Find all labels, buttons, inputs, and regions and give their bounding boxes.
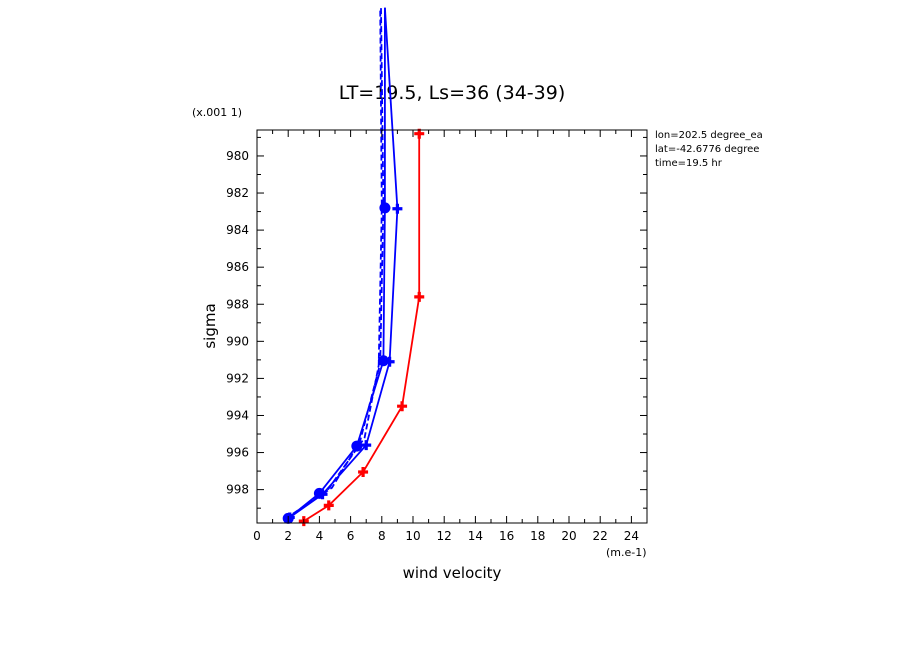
series-point xyxy=(414,291,425,302)
x-tick-label: 24 xyxy=(624,529,639,543)
series-point xyxy=(323,500,334,511)
x-tick-label: 4 xyxy=(316,529,324,543)
y-tick-label: 984 xyxy=(226,223,249,237)
axis-ticks: 0 2 4 6 8 10 12 14 16 18 20 22 249809829849869889909… xyxy=(226,130,648,543)
x-tick-label: 16 xyxy=(499,529,514,543)
x-tick-label: 0 xyxy=(253,529,261,543)
y-tick-label: 994 xyxy=(226,408,249,422)
series-line-4 xyxy=(290,7,383,517)
y-tick-label: 998 xyxy=(226,483,249,497)
x-tick-label: 20 xyxy=(561,529,576,543)
info-time: time=19.5 hr xyxy=(655,158,723,169)
x-unit-label: (m.e-1) xyxy=(606,546,647,559)
info-lon: lon=202.5 degree_ea xyxy=(655,130,763,141)
info-panel: lon=202.5 degree_ea lat=-42.6776 degree … xyxy=(655,130,763,169)
y-tick-label: 980 xyxy=(226,149,249,163)
series-point xyxy=(384,356,395,367)
series-point xyxy=(361,440,372,451)
y-tick-label: 990 xyxy=(226,334,249,348)
series-point xyxy=(392,203,403,214)
y-tick-label: 992 xyxy=(226,371,249,385)
x-tick-label: 14 xyxy=(468,529,483,543)
x-tick-label: 2 xyxy=(284,529,292,543)
y-tick-label: 982 xyxy=(226,186,249,200)
y-tick-label: 986 xyxy=(226,260,249,274)
x-tick-label: 6 xyxy=(347,529,355,543)
x-tick-label: 8 xyxy=(378,529,386,543)
info-lat: lat=-42.6776 degree xyxy=(655,144,759,155)
y-unit-label: (x.001 1) xyxy=(192,106,242,119)
series-point xyxy=(284,512,295,523)
series-point xyxy=(358,467,369,478)
x-tick-label: 18 xyxy=(530,529,545,543)
series-point xyxy=(397,401,408,412)
y-axis-label: sigma xyxy=(201,303,219,348)
chart-title: LT=19.5, Ls=36 (34-39) xyxy=(339,82,566,104)
x-tick-label: 10 xyxy=(405,529,420,543)
series-line-1 xyxy=(303,133,421,522)
series-line-5 xyxy=(292,7,385,515)
x-axis-label: wind velocity xyxy=(403,564,502,582)
x-tick-label: 12 xyxy=(437,529,452,543)
plot-lines xyxy=(282,7,425,527)
y-tick-label: 988 xyxy=(226,297,249,311)
plot-frame xyxy=(256,129,648,524)
y-tick-label: 996 xyxy=(226,446,249,460)
x-tick-label: 22 xyxy=(593,529,608,543)
